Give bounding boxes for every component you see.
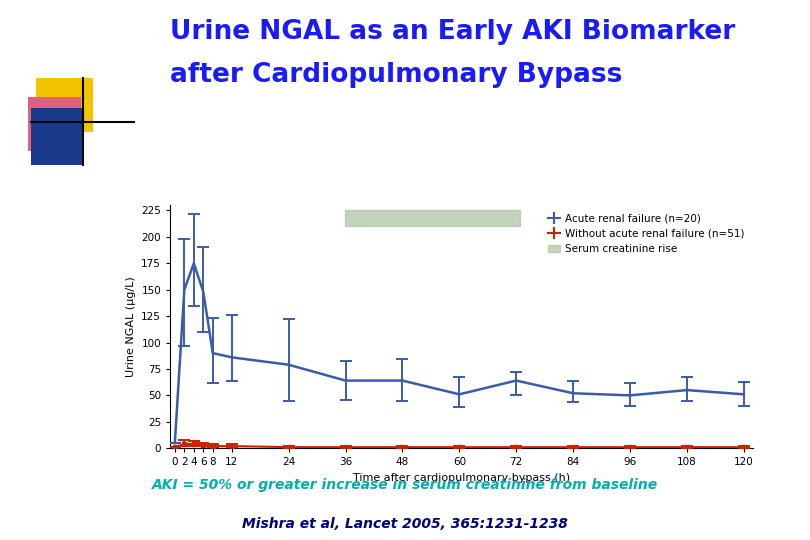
Text: Urine NGAL as an Early AKI Biomarker: Urine NGAL as an Early AKI Biomarker [170,19,735,45]
Legend: Acute renal failure (n=20), Without acute renal failure (n=51), Serum creatinine: Acute renal failure (n=20), Without acut… [544,211,748,257]
Text: AKI = 50% or greater increase in serum creatinine from baseline: AKI = 50% or greater increase in serum c… [152,478,658,492]
Y-axis label: Urine NGAL (µg/L): Urine NGAL (µg/L) [126,276,135,377]
Text: after Cardiopulmonary Bypass: after Cardiopulmonary Bypass [170,62,622,88]
Bar [345,211,520,226]
Text: Mishra et al, Lancet 2005, 365:1231-1238: Mishra et al, Lancet 2005, 365:1231-1238 [242,517,568,531]
X-axis label: Time after cardiopulmonary bypass (h): Time after cardiopulmonary bypass (h) [353,473,570,483]
